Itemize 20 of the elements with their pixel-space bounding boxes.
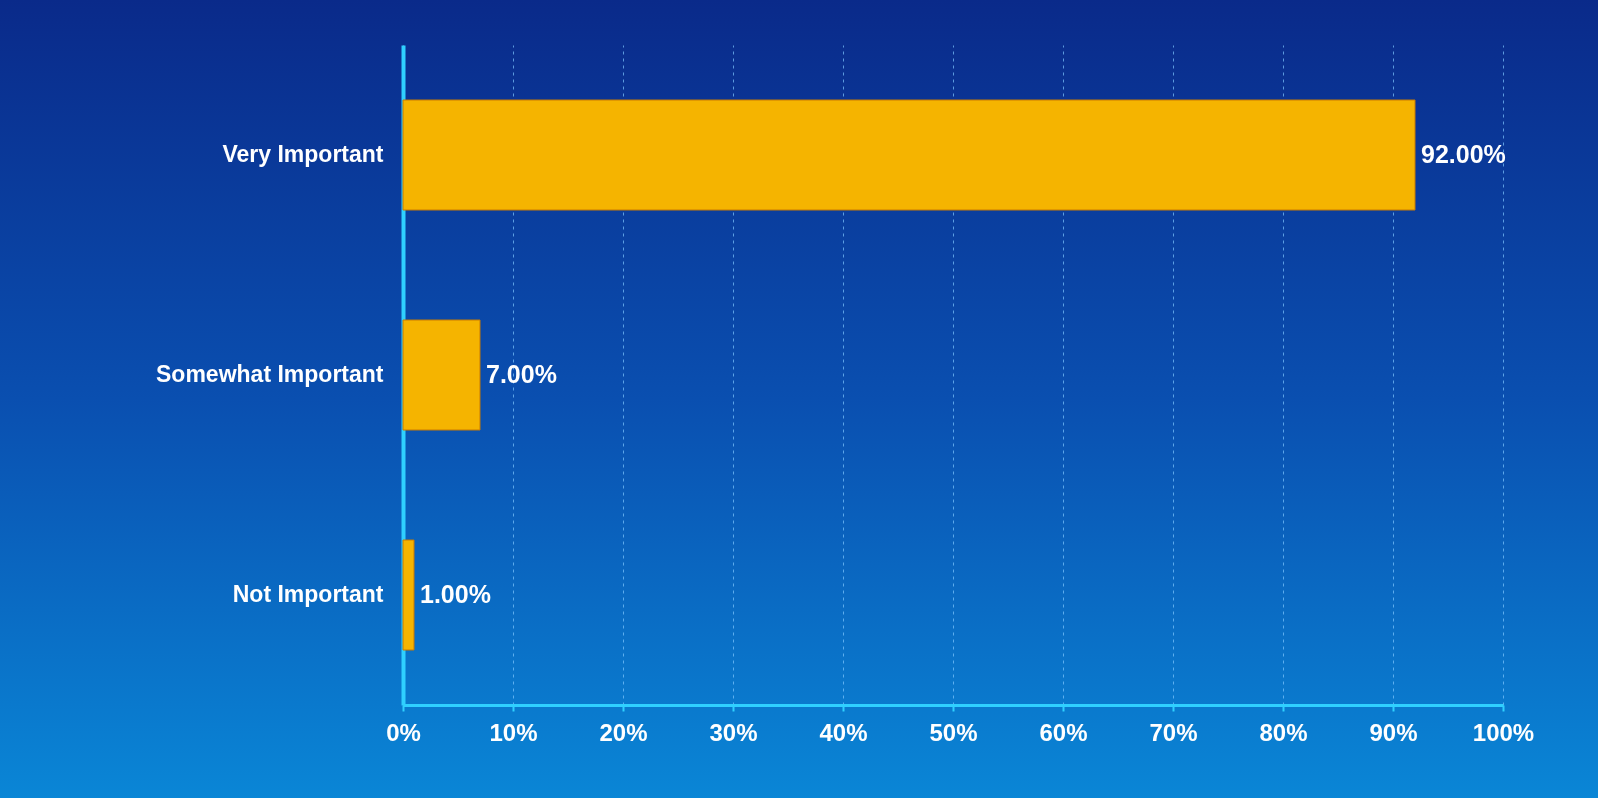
- x-tick-label: 30%: [709, 718, 758, 746]
- x-tick-label: 20%: [599, 718, 648, 746]
- y-tick-label: Not Important: [232, 581, 384, 607]
- x-tick-label: 0%: [386, 718, 421, 746]
- data-label: 7.00%: [486, 360, 557, 388]
- y-tick-label: Very Important: [222, 141, 384, 167]
- x-tick-label: 50%: [929, 718, 978, 746]
- data-label: 1.00%: [420, 580, 491, 608]
- x-tick-label: 90%: [1369, 718, 1418, 746]
- x-tick-label: 10%: [489, 718, 538, 746]
- x-tick-label: 40%: [819, 718, 868, 746]
- bar: [402, 99, 1416, 211]
- x-tick-label: 100%: [1472, 718, 1535, 746]
- bar: [402, 539, 415, 651]
- data-label: 92.00%: [1421, 140, 1506, 168]
- x-tick-label: 60%: [1039, 718, 1088, 746]
- y-tick-label: Somewhat Important: [156, 361, 384, 387]
- bar: [402, 319, 481, 431]
- x-tick-label: 70%: [1149, 718, 1198, 746]
- x-tick-label: 80%: [1259, 718, 1308, 746]
